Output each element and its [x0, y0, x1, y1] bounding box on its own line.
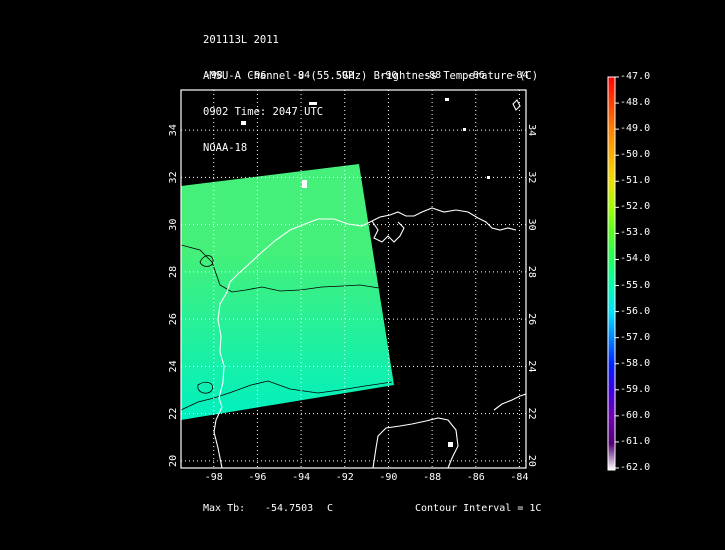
lon-tick-label-top: -86 [467, 70, 485, 81]
contour-loop-south [197, 381, 213, 394]
lat-tick-label-left: 32 [168, 171, 179, 183]
title-line-time: 0902 Time: 2047 UTC [203, 106, 324, 118]
colorbar-label: -61.0 [620, 435, 651, 447]
colorbar [607, 76, 619, 471]
lat-tick-label-right: 24 [526, 360, 537, 372]
lat-tick-label-left: 22 [168, 408, 179, 420]
lon-tick-label-bottom: -98 [205, 472, 223, 483]
title-line-storm: 201113L 2011 [203, 34, 279, 46]
colorbar-label: -55.0 [620, 279, 651, 291]
axis-labels: -98 -98 -96 -96 -94 -94 -92 -92 -90 -90 -88 -88 -86 -… [168, 70, 537, 483]
lake-2 [241, 121, 246, 125]
contour-interval: Contour Interval = 1C [415, 503, 542, 514]
colorbar-label: -52.0 [620, 201, 651, 213]
lat-tick-label-right: 30 [526, 219, 537, 231]
lat-tick-label-right: 22 [526, 408, 537, 420]
lat-tick-label-right: 20 [526, 455, 537, 467]
lon-tick-label-top: -92 [336, 70, 354, 81]
colorbar-label: -53.0 [620, 227, 651, 239]
inland-lakes [241, 98, 490, 447]
lat-tick-label-left: 28 [168, 266, 179, 278]
colorbar-label: -59.0 [620, 383, 651, 395]
lake-7 [448, 442, 453, 447]
lat-tick-label-right: 34 [526, 124, 537, 136]
lat-tick-label-right: 28 [526, 266, 537, 278]
lake-okeechobee [512, 99, 521, 111]
colorbar-label: -47.0 [620, 71, 651, 82]
lon-tick-label-bottom: -88 [423, 472, 441, 483]
lon-tick-label-top: -98 [205, 70, 223, 81]
colorbar-label: -48.0 [620, 97, 651, 109]
coastline-cuba [493, 393, 526, 411]
lon-tick-label-top: -88 [423, 70, 441, 81]
contour-line-north [181, 244, 380, 293]
coastline [213, 99, 526, 468]
graticule [181, 90, 526, 468]
lat-tick-label-left: 30 [168, 219, 179, 231]
lake-4 [463, 128, 466, 131]
coastline-mississippi-delta [371, 220, 405, 243]
lon-tick-label-bottom: -86 [467, 472, 485, 483]
contour-line-south [181, 380, 393, 411]
colorbar-label: -57.0 [620, 331, 651, 343]
colorbar-label: -60.0 [620, 409, 651, 421]
contour-loop-west [199, 255, 214, 267]
lon-tick-label-bottom: -96 [248, 472, 266, 483]
lat-tick-label-left: 24 [168, 360, 179, 372]
coastline-gulf-us-mexico [213, 207, 517, 468]
lat-tick-label-left: 34 [168, 124, 179, 136]
lake-6 [302, 180, 307, 188]
max-tb-unit: C [327, 503, 334, 514]
lon-tick-label-bottom: -84 [510, 472, 528, 483]
lake-3 [445, 98, 449, 101]
lon-tick-label-bottom: -94 [292, 472, 310, 483]
lon-tick-label-top: -84 [510, 70, 528, 81]
lon-tick-label-bottom: -90 [379, 472, 397, 483]
colorbar-label: -58.0 [620, 357, 651, 369]
colorbar-label: -50.0 [620, 149, 651, 161]
title-line-channel: AMSU-A Channel 8 (55.5GHz) Brightness Te… [203, 70, 539, 82]
colorbar-label: -54.0 [620, 253, 651, 265]
contour-lines [181, 244, 393, 411]
lon-tick-label-top: -96 [248, 70, 266, 81]
colorbar-label: -49.0 [620, 123, 651, 135]
lon-tick-label-bottom: -92 [336, 472, 354, 483]
lake-1 [309, 102, 317, 105]
colorbar-bar [607, 76, 616, 471]
lat-tick-label-left: 26 [168, 313, 179, 325]
colorbar-label: -62.0 [620, 462, 651, 473]
lat-tick-label-left: 20 [168, 455, 179, 467]
lake-5 [487, 176, 490, 179]
lat-tick-label-right: 26 [526, 313, 537, 325]
lon-tick-label-top: -94 [292, 70, 310, 81]
colorbar-label: -51.0 [620, 175, 651, 187]
max-tb-value: -54.7503 [265, 503, 314, 514]
plot-frame [180, 89, 527, 469]
colorbar-label: -56.0 [620, 305, 651, 317]
lat-tick-label-right: 32 [526, 171, 537, 183]
chart-title: 201113L 2011 AMSU-A Channel 8 (55.5GHz) … [203, 10, 538, 166]
satellite-swath [181, 164, 394, 420]
coastline-yucatan [372, 417, 459, 468]
lon-tick-label-top: -90 [379, 70, 397, 81]
max-tb-label: Max Tb: [203, 503, 246, 514]
